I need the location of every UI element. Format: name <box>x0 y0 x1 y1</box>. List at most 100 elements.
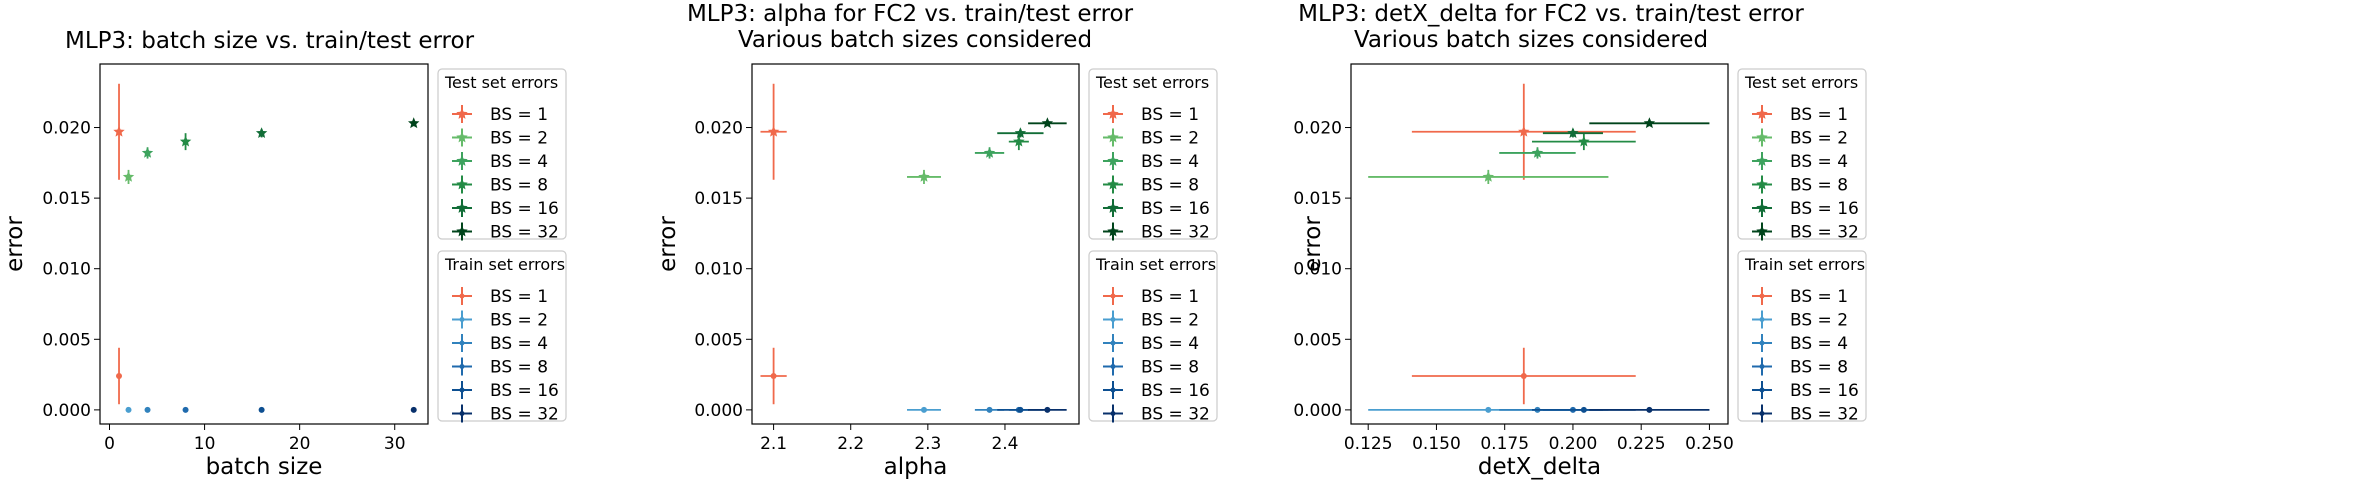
legend-entry: BS = 4 <box>490 152 548 172</box>
legend-entry: BS = 32 <box>1141 223 1210 243</box>
x-tick-label: 0.225 <box>1617 434 1666 454</box>
legend-entry: BS = 32 <box>1790 223 1859 243</box>
legend-entry: BS = 32 <box>490 223 559 243</box>
x-tick-label: 0.250 <box>1685 434 1734 454</box>
legend-entry: BS = 32 <box>1141 405 1210 425</box>
y-tick-label: 0.020 <box>694 119 743 139</box>
legend-title: Train set errors <box>1095 255 1216 274</box>
y-tick-label: 0.005 <box>1293 330 1342 350</box>
axes-frame <box>99 63 429 425</box>
x-tick-label: 2.3 <box>914 434 941 454</box>
legend-box <box>1088 250 1218 422</box>
x-tick-label: 20 <box>289 434 311 454</box>
data-point-dot <box>258 406 265 413</box>
legend-entry: BS = 32 <box>490 405 559 425</box>
legend-marker-star <box>1756 155 1768 166</box>
legend-title: Test set errors <box>1744 73 1858 92</box>
data-point-star <box>1013 135 1025 147</box>
legend-marker-star <box>456 202 468 213</box>
y-tick-label: 0.010 <box>1293 260 1342 280</box>
legend-marker-dot <box>459 293 465 299</box>
data-point-star <box>1643 117 1656 129</box>
legend-entry: BS = 2 <box>1790 311 1848 331</box>
x-axis-label: alpha <box>884 454 948 480</box>
legend-title: Test set errors <box>444 73 558 92</box>
x-tick-label: 2.4 <box>991 434 1018 454</box>
legend-marker-dot <box>1110 340 1116 346</box>
y-tick-label: 0.020 <box>1293 119 1342 139</box>
legend-marker-star <box>1107 225 1119 237</box>
data-point-star <box>1518 125 1530 137</box>
legend-entry: BS = 1 <box>490 287 548 307</box>
legend-marker-dot <box>1759 364 1765 369</box>
legend-marker-star <box>1107 155 1119 166</box>
legend-marker-dot <box>1759 387 1765 393</box>
legend-marker-star <box>1107 202 1119 213</box>
chart-panel-alpha: MLP3: alpha for FC2 vs. train/test error… <box>655 1 1218 480</box>
data-point-star <box>113 125 125 137</box>
data-point-star <box>179 135 192 147</box>
legend-marker-dot <box>1759 411 1765 416</box>
legend-entry: BS = 8 <box>1790 358 1848 378</box>
legend-entry: BS = 2 <box>1141 311 1199 331</box>
legend-marker-dot <box>459 411 465 416</box>
y-tick-label: 0.015 <box>694 189 743 209</box>
y-tick-label: 0.000 <box>694 401 743 421</box>
legend-marker-star <box>456 178 468 190</box>
y-tick-label: 0.010 <box>694 260 743 280</box>
legend-entry: BS = 1 <box>490 105 548 125</box>
y-tick-label: 0.000 <box>1293 401 1342 421</box>
legend-entry: BS = 8 <box>490 358 548 378</box>
legend-entry: BS = 2 <box>490 129 548 149</box>
y-tick-label: 0.015 <box>1293 189 1342 209</box>
data-point-dot <box>986 406 993 413</box>
x-tick-label: 0.175 <box>1480 434 1529 454</box>
legend-marker-star <box>456 225 468 237</box>
legend-marker-star <box>1756 202 1768 213</box>
legend-entry: BS = 2 <box>490 311 548 331</box>
data-point-star <box>122 170 135 182</box>
legend-entry: BS = 1 <box>1141 105 1199 125</box>
data-point-star <box>141 146 154 158</box>
legend-entry: BS = 16 <box>490 381 559 401</box>
legend-entry: BS = 2 <box>1790 129 1848 149</box>
chart-panel-detx-delta: MLP3: detX_delta for FC2 vs. train/test … <box>1293 1 1867 480</box>
x-tick-label: 10 <box>194 434 216 454</box>
legend-entry: BS = 32 <box>1790 405 1859 425</box>
data-point-dot <box>1520 373 1527 379</box>
chart-title: MLP3: detX_delta for FC2 vs. train/test … <box>1298 1 1804 27</box>
data-point-dot <box>1017 406 1024 413</box>
legend-entry: BS = 16 <box>1790 199 1859 219</box>
chart-title: MLP3: alpha for FC2 vs. train/test error <box>687 1 1134 27</box>
data-point-star <box>1567 127 1579 138</box>
legend-entry: BS = 8 <box>1790 176 1848 196</box>
legend-marker-dot <box>1110 293 1116 299</box>
data-point-dot <box>410 406 417 413</box>
legend-marker-dot <box>1759 317 1765 322</box>
data-point-star <box>918 170 930 182</box>
legend-entry: BS = 1 <box>1790 287 1848 307</box>
legend-title: Train set errors <box>444 255 565 274</box>
axes-frame <box>1350 63 1729 425</box>
x-axis-label: batch size <box>206 454 323 480</box>
legend-marker-star <box>1756 108 1768 119</box>
data-point-star <box>408 117 420 129</box>
data-point-star <box>1041 117 1054 129</box>
legend-marker-star <box>1756 225 1768 237</box>
y-tick-label: 0.015 <box>42 189 91 209</box>
y-tick-label: 0.005 <box>694 330 743 350</box>
legend-marker-star <box>456 108 468 119</box>
y-tick-label: 0.000 <box>42 401 91 421</box>
data-point-star <box>1531 146 1544 158</box>
legend-entry: BS = 2 <box>1141 129 1199 149</box>
data-point-dot <box>125 406 132 413</box>
legend-title: Test set errors <box>1095 73 1209 92</box>
legend-box <box>437 250 567 422</box>
chart-subtitle: Various batch sizes considered <box>1354 27 1708 53</box>
data-point-dot <box>1485 406 1492 413</box>
y-tick-label: 0.005 <box>42 330 91 350</box>
x-tick-label: 2.1 <box>760 434 787 454</box>
legend-entry: BS = 8 <box>490 176 548 196</box>
legend-marker-dot <box>1759 293 1765 299</box>
